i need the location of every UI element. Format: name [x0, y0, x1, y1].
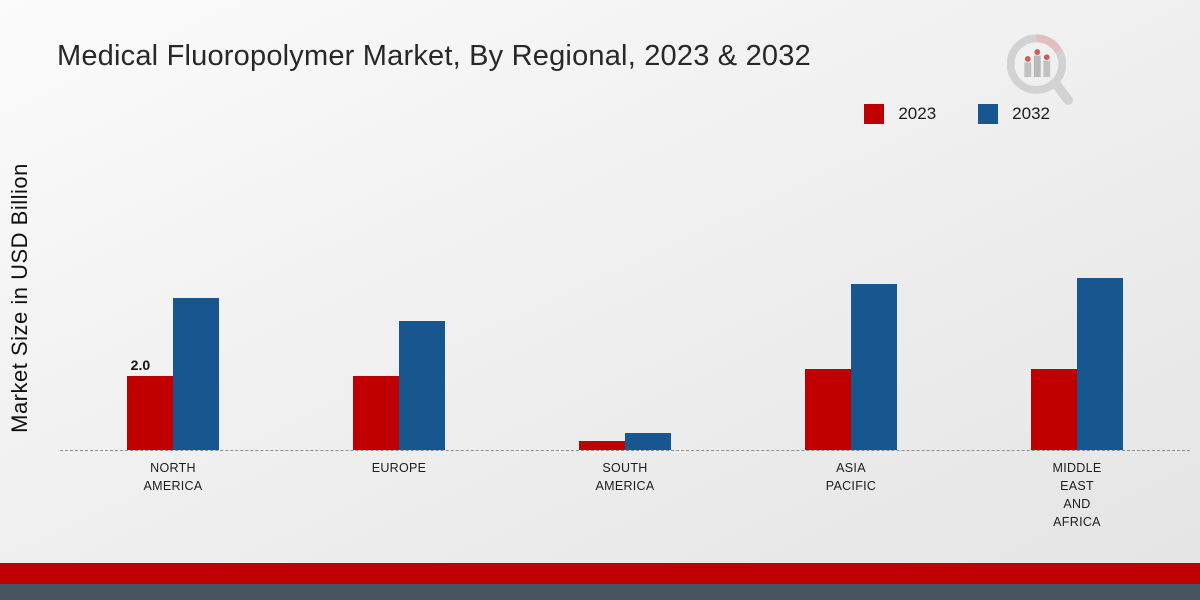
bar-group-south-america: SOUTH AMERICA [512, 150, 738, 493]
bars-3 [805, 283, 897, 450]
bar-groups: 2.0 NORTH AMERICA EUROPE SOUTH AMERICA ASIA PAC… [60, 150, 1190, 529]
category-label-north-america: NORTH AMERICA [143, 461, 203, 494]
legend-swatch-2032 [978, 104, 999, 124]
bars-1 [353, 320, 445, 450]
category-label-asia-pacific: ASIA PACIFIC [825, 461, 877, 494]
bar-group-asia-pacific: ASIA PACIFIC [738, 150, 964, 493]
legend-item-2023: 2023 [864, 104, 936, 124]
legend-swatch-2023 [864, 104, 885, 124]
bar-2023-south-america [579, 440, 625, 450]
category-label-europe: EUROPE [371, 461, 427, 475]
category-label-south-america: SOUTH AMERICA [595, 461, 655, 494]
legend-item-2032: 2032 [978, 104, 1050, 124]
bar-2032-asia-pacific [851, 283, 897, 450]
category-label-middle-east-and-africa: MIDDLE EAST AND AFRICA [1052, 461, 1102, 530]
bar-2023-north-america: 2.0 [127, 357, 173, 450]
legend-label-2023: 2023 [898, 104, 937, 123]
bars-0: 2.0 [127, 298, 219, 450]
bar-2032-south-america [625, 433, 671, 450]
bar-2032-europe [399, 320, 445, 450]
bar-2023-europe [353, 376, 399, 450]
plot-area: 2.0 NORTH AMERICA EUROPE SOUTH AMERICA ASIA PAC… [60, 150, 1190, 529]
chart-title: Medical Fluoropolymer Market, By Regiona… [57, 40, 811, 72]
bar-group-middle-east-and-africa: MIDDLE EAST AND AFRICA [964, 150, 1190, 529]
bar-value-label: 2.0 [130, 357, 151, 373]
x-axis-baseline [60, 450, 1190, 451]
bar-2032-middle-east-and-africa [1077, 277, 1123, 450]
bar-2023-asia-pacific [805, 368, 851, 450]
bar-2023-middle-east-and-africa [1031, 368, 1077, 450]
bars-2 [579, 433, 671, 450]
footer-dark-stripe [0, 584, 1200, 600]
legend: 2023 2032 [864, 104, 1050, 124]
legend-label-2032: 2032 [1012, 104, 1050, 123]
y-axis-label: Market Size in USD Billion [7, 163, 32, 433]
bar-group-north-america: 2.0 NORTH AMERICA [60, 150, 286, 493]
market-research-logo-icon [1006, 34, 1073, 105]
bar-2032-north-america [173, 298, 219, 450]
footer-red-stripe [0, 563, 1200, 584]
bars-4 [1031, 277, 1123, 450]
bar-group-europe: EUROPE [286, 150, 512, 475]
